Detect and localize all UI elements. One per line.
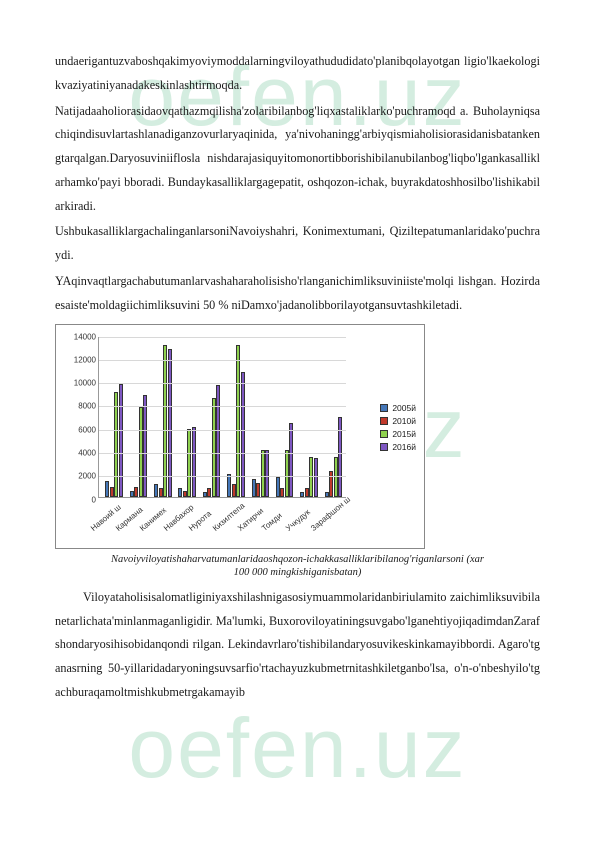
ytick-label: 2000 — [64, 472, 96, 481]
bar — [139, 407, 143, 497]
bar-cluster — [154, 345, 172, 496]
bar-cluster — [227, 345, 245, 496]
page-content: undaerigantuzvaboshqakimyoviymoddalarnin… — [0, 0, 595, 747]
bar — [300, 492, 304, 497]
caption-line: Navoiyviloyatishaharvatumanlaridaoshqozo… — [111, 554, 484, 565]
paragraph: Viloyataholisisalomatliginiyaxshilashnig… — [55, 586, 540, 705]
chart-legend: 2005й 2010й 2015й 2016й — [380, 403, 416, 455]
legend-label: 2005й — [392, 403, 416, 413]
bar-cluster — [130, 395, 148, 496]
xtick-label: Учкудук — [284, 507, 312, 532]
bar-cluster — [105, 384, 123, 497]
bar — [216, 385, 220, 497]
ytick-label: 10000 — [64, 379, 96, 388]
bar — [212, 398, 216, 497]
legend-label: 2015й — [392, 429, 416, 439]
bar-cluster — [178, 427, 196, 497]
bar — [154, 484, 158, 497]
bar — [187, 429, 191, 497]
bar — [236, 345, 240, 496]
gridline — [99, 453, 346, 454]
ytick-label: 6000 — [64, 425, 96, 434]
bar — [105, 481, 109, 496]
legend-swatch — [380, 430, 388, 438]
chart-plot-area — [98, 337, 346, 498]
bar — [227, 474, 231, 496]
bar — [261, 450, 265, 497]
legend-swatch — [380, 443, 388, 451]
gridline — [99, 360, 346, 361]
xtick-label: Зарафшон ш — [309, 494, 352, 532]
bar — [241, 372, 245, 497]
bar — [168, 349, 172, 497]
ytick-label: 0 — [64, 495, 96, 504]
bar — [192, 427, 196, 497]
bar — [130, 491, 134, 497]
bar — [289, 423, 293, 496]
bar — [305, 488, 309, 496]
ytick-label: 12000 — [64, 355, 96, 364]
legend-item: 2015й — [380, 429, 416, 439]
bar — [232, 484, 236, 497]
bar — [119, 384, 123, 497]
paragraph: YAqinvaqtlargachabutumanlarvashaharaholi… — [55, 270, 540, 318]
paragraph: undaerigantuzvaboshqakimyoviymoddalarnin… — [55, 50, 540, 98]
bar — [325, 492, 329, 497]
gridline — [99, 430, 346, 431]
gridline — [99, 406, 346, 407]
bar — [203, 492, 207, 497]
legend-swatch — [380, 417, 388, 425]
legend-label: 2010й — [392, 416, 416, 426]
legend-item: 2010й — [380, 416, 416, 426]
bar — [252, 479, 256, 496]
legend-swatch — [380, 404, 388, 412]
paragraph: Natijadaaholiorasidaovqathazmqilisha'zol… — [55, 100, 540, 219]
ytick-label: 14000 — [64, 332, 96, 341]
bar — [207, 488, 211, 496]
bar — [159, 488, 163, 496]
bar-cluster — [203, 385, 221, 497]
bar — [143, 395, 147, 496]
bar — [183, 491, 187, 497]
legend-item: 2005й — [380, 403, 416, 413]
bar-chart: 02000400060008000100001200014000 Навоий … — [55, 324, 425, 549]
ytick-label: 4000 — [64, 449, 96, 458]
bar — [285, 450, 289, 497]
legend-label: 2016й — [392, 442, 416, 452]
paragraph: UshbukasalliklargachalinganlarsoniNavoiy… — [55, 220, 540, 268]
gridline — [99, 476, 346, 477]
caption-line: 100 000 mingkishiganisbatan) — [234, 567, 362, 578]
bar-cluster — [276, 423, 294, 496]
bar — [134, 487, 138, 496]
chart-caption: Navoiyviloyatishaharvatumanlaridaoshqozo… — [55, 553, 540, 580]
bar-cluster — [252, 450, 270, 497]
bar — [163, 345, 167, 496]
bar — [110, 487, 114, 496]
bar — [265, 450, 269, 497]
bar — [178, 488, 182, 496]
ytick-label: 8000 — [64, 402, 96, 411]
bar — [114, 392, 118, 497]
bar — [256, 483, 260, 497]
bar — [280, 488, 284, 496]
bar — [329, 471, 333, 497]
bar — [314, 458, 318, 496]
legend-item: 2016й — [380, 442, 416, 452]
gridline — [99, 337, 346, 338]
gridline — [99, 383, 346, 384]
bar — [276, 477, 280, 497]
